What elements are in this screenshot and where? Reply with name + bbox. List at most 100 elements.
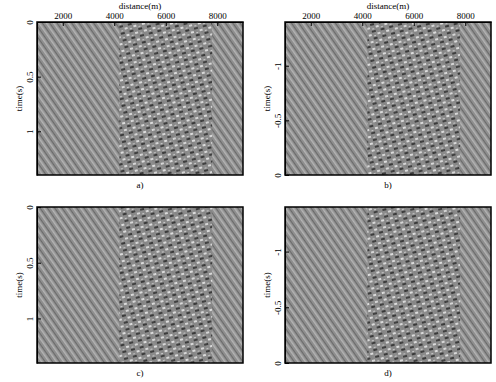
seismic-image-noise [119, 207, 212, 363]
panel-caption: c) [137, 368, 144, 378]
y-tick-mark [37, 131, 41, 132]
panel: 2000400060008000distance(m)-1-0.50time(s… [262, 1, 492, 190]
y-tick: 0 [273, 361, 289, 366]
y-tick-mark [37, 22, 41, 23]
y-axis-line [285, 208, 286, 364]
y-tick-mark [37, 263, 41, 264]
x-tick: 8000 [209, 11, 228, 26]
panel: 00.51time(s)c) [14, 205, 243, 378]
y-tick-mark [37, 207, 41, 208]
y-tick-mark [37, 77, 41, 78]
y-tick: -0.5 [273, 300, 289, 315]
panel-caption: d) [384, 368, 392, 378]
y-tick-mark [285, 363, 289, 364]
x-tick-mark [63, 22, 64, 26]
y-axis: 00.51 [25, 20, 41, 176]
y-tick: 1 [25, 317, 41, 322]
y-axis-title: time(s) [14, 272, 24, 298]
x-tick-label: 2000 [302, 11, 321, 21]
x-tick: 4000 [354, 11, 373, 26]
y-tick-label: 1 [25, 130, 35, 135]
x-tick-label: 2000 [54, 11, 73, 21]
seismic-image-noise [367, 22, 460, 175]
x-tick: 6000 [405, 11, 424, 26]
plot-area [37, 22, 243, 175]
frame [285, 22, 491, 175]
x-axis-title: distance(m) [119, 1, 161, 11]
x-tick-label: 4000 [106, 11, 125, 21]
figure: 2000400060008000distance(m)00.51time(s)a… [0, 0, 496, 382]
plot-area [285, 207, 491, 363]
y-tick-label: 0 [273, 173, 283, 178]
x-tick: 8000 [457, 11, 476, 26]
y-tick-mark [37, 318, 41, 319]
y-tick-label: 0.5 [25, 257, 35, 269]
y-axis: -1 -0.5 0 [273, 208, 289, 366]
seismic-image-noise [119, 22, 212, 175]
x-tick-label: 8000 [209, 11, 228, 21]
y-tick-mark [285, 252, 289, 253]
x-tick-mark [311, 22, 312, 26]
x-tick: 6000 [157, 11, 176, 26]
y-axis: -1 -0.5 0 [273, 23, 289, 178]
x-tick-mark [217, 22, 218, 26]
y-tick: 0 [25, 205, 41, 210]
seismic-image [285, 22, 491, 175]
x-tick-label: 6000 [405, 11, 424, 21]
x-tick-mark [114, 22, 115, 26]
y-tick: 0 [273, 173, 289, 178]
x-axis: 2000 4000 6000 8000 [286, 11, 492, 26]
y-axis-line [37, 208, 38, 364]
panel: 2000400060008000distance(m)00.51time(s)a… [14, 1, 244, 190]
y-tick: 0 [25, 20, 41, 25]
x-tick-label: 4000 [354, 11, 373, 21]
plot-area [285, 22, 491, 175]
frame [37, 207, 243, 363]
x-axis-line [38, 22, 244, 23]
x-axis-line [286, 22, 492, 23]
y-tick-label: -0.5 [273, 113, 283, 128]
y-tick: 0.5 [25, 257, 41, 269]
y-tick-label: 0.5 [25, 71, 35, 83]
x-tick-label: 8000 [457, 11, 476, 21]
y-tick: 0.5 [25, 71, 41, 83]
y-tick-label: -0.5 [273, 300, 283, 315]
y-axis-line [285, 23, 286, 176]
y-tick-mark [285, 120, 289, 121]
y-tick-label: 0 [25, 20, 35, 25]
x-tick: 4000 [106, 11, 125, 26]
seismic-image [37, 207, 243, 363]
y-axis: 00.51 [25, 205, 41, 364]
y-axis-line [37, 23, 38, 176]
frame [37, 22, 243, 175]
x-tick-label: 6000 [157, 11, 176, 21]
y-axis-title: time(s) [14, 86, 24, 112]
x-axis-title: distance(m) [367, 1, 409, 11]
x-axis: 2000 4000 6000 8000 [38, 11, 244, 26]
y-tick-mark [285, 175, 289, 176]
y-tick: -0.5 [273, 113, 289, 128]
panel-caption: b) [384, 180, 392, 190]
y-tick-label: 1 [25, 317, 35, 322]
x-tick-mark [362, 22, 363, 26]
x-tick-mark [465, 22, 466, 26]
plot-area [37, 207, 243, 363]
seismic-image [37, 22, 243, 175]
y-tick-label: 0 [273, 361, 283, 366]
y-tick-label: -1 [273, 248, 283, 256]
x-tick: 2000 [302, 11, 321, 26]
seismic-image-noise [367, 207, 460, 363]
frame [285, 207, 491, 363]
x-tick-mark [166, 22, 167, 26]
panel-caption: a) [137, 180, 144, 190]
x-tick: 2000 [54, 11, 73, 26]
panel: -1-0.50time(s)d) [262, 207, 491, 378]
y-tick: -1 [273, 62, 289, 70]
y-tick-mark [285, 66, 289, 67]
x-tick-mark [414, 22, 415, 26]
seismic-image [285, 207, 491, 363]
y-tick-mark [285, 307, 289, 308]
y-tick: -1 [273, 248, 289, 256]
y-tick-label: 0 [25, 205, 35, 210]
y-tick-label: -1 [273, 62, 283, 70]
